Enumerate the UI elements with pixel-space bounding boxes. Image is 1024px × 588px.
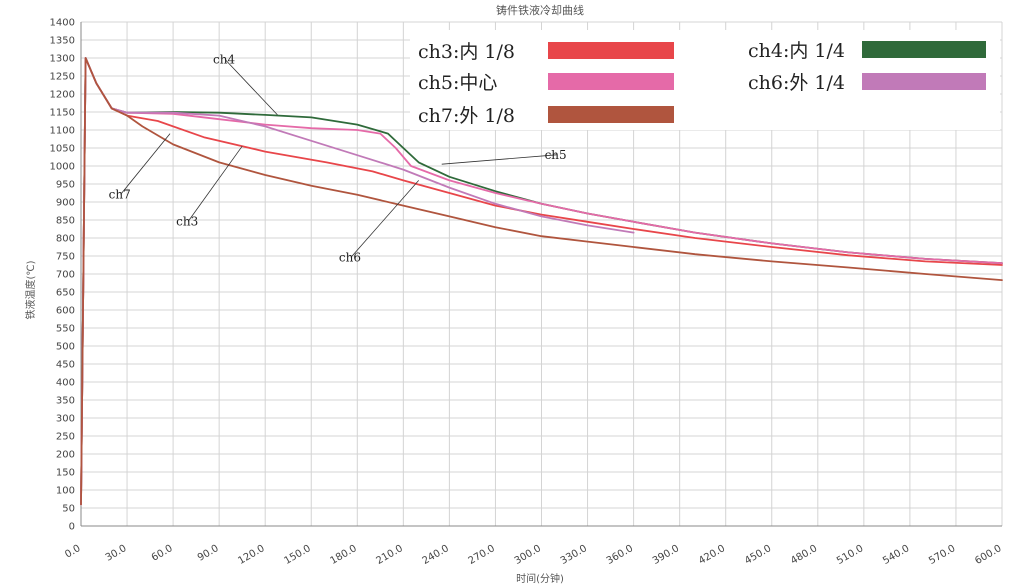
- chart-title: 铸件铁液冷却曲线: [496, 3, 584, 17]
- y-tick-label: 750: [56, 252, 75, 263]
- legend-label: ch7:外 1/8: [418, 105, 515, 127]
- legend-swatch: [862, 73, 986, 90]
- annotation-label: ch7: [109, 187, 131, 201]
- legend-label: ch3:内 1/8: [418, 41, 515, 63]
- y-tick-label: 850: [56, 216, 75, 227]
- y-tick-label: 600: [56, 306, 75, 317]
- legend-swatch: [548, 73, 674, 90]
- x-tick-label: 180.0: [328, 543, 358, 567]
- x-tick-label: 360.0: [605, 543, 635, 567]
- annotation-label: ch3: [176, 214, 198, 228]
- series-line-7: [80, 57, 1003, 506]
- x-tick-label: 390.0: [651, 543, 681, 567]
- y-tick-label: 1000: [50, 162, 75, 173]
- x-tick-label: 210.0: [375, 543, 405, 567]
- x-tick-label: 420.0: [697, 543, 727, 567]
- x-tick-label: 120.0: [236, 543, 266, 567]
- x-tick-label: 300.0: [513, 543, 543, 567]
- series-layer: [80, 57, 1003, 506]
- annotation-layer: ch4 ch5 ch7 ch3 ch6: [109, 52, 567, 264]
- grid-layer: [80, 21, 1003, 527]
- y-tick-label: 350: [56, 396, 75, 407]
- x-tick-label: 510.0: [835, 543, 865, 567]
- annotation-leader: [441, 154, 557, 165]
- x-tick-label: 450.0: [743, 543, 773, 567]
- legend-label: ch5:中心: [418, 72, 497, 94]
- y-tick-label: 500: [56, 342, 75, 353]
- legend-swatch: [862, 41, 986, 58]
- x-tick-label: 540.0: [881, 543, 911, 567]
- x-tick-label: 570.0: [927, 543, 957, 567]
- annotation-label: ch4: [213, 52, 235, 66]
- legend: ch3:内 1/8 ch5:中心 ch7:外 1/8 ch4:内 1/4 ch6:外 1…: [410, 30, 1000, 130]
- annotation-leader: [187, 145, 243, 222]
- x-tick-label: 60.0: [150, 543, 175, 564]
- x-tick-label: 330.0: [559, 543, 589, 567]
- y-tick-label: 650: [56, 288, 75, 299]
- annotation-leader: [350, 180, 420, 258]
- legend-swatch: [548, 42, 674, 59]
- x-tick-label: 90.0: [196, 543, 221, 564]
- x-tick-label: 30.0: [104, 543, 129, 564]
- y-tick-label: 1400: [50, 18, 75, 29]
- y-axis-title: 铁液温度(℃): [24, 260, 37, 319]
- x-tick-label: 0.0: [63, 543, 82, 560]
- y-tick-label: 1100: [50, 126, 75, 137]
- y-tick-label: 550: [56, 324, 75, 335]
- y-tick-label: 450: [56, 360, 75, 371]
- y-tick-label: 100: [56, 486, 75, 497]
- y-tick-label: 50: [62, 504, 75, 515]
- y-tick-label: 0: [69, 522, 75, 533]
- legend-label: ch4:内 1/4: [748, 40, 845, 62]
- y-tick-label: 1250: [50, 72, 75, 83]
- x-tick-label: 480.0: [789, 543, 819, 567]
- annotation-leader: [120, 133, 171, 195]
- annotation-label: ch5: [545, 148, 567, 162]
- y-tick-label: 700: [56, 270, 75, 281]
- y-tick-label: 1300: [50, 54, 75, 65]
- y-tick-label: 1200: [50, 90, 75, 101]
- y-tick-label: 1350: [50, 36, 75, 47]
- x-tick-label: 270.0: [467, 543, 497, 567]
- x-tick-label: 240.0: [421, 543, 451, 567]
- y-tick-label: 900: [56, 198, 75, 209]
- annotation-leader: [224, 59, 278, 116]
- legend-swatch: [548, 106, 674, 123]
- y-tick-label: 1050: [50, 144, 75, 155]
- y-tick-label: 800: [56, 234, 75, 245]
- legend-label: ch6:外 1/4: [748, 72, 845, 94]
- y-tick-label: 250: [56, 432, 75, 443]
- y-tick-label: 1150: [50, 108, 75, 119]
- y-tick-label: 300: [56, 414, 75, 425]
- x-axis-title: 时间(分钟): [516, 572, 564, 585]
- x-tick-label: 600.0: [973, 543, 1003, 567]
- y-tick-label: 400: [56, 378, 75, 389]
- y-tick-label: 150: [56, 468, 75, 479]
- x-tick-label: 150.0: [282, 543, 312, 567]
- annotation-label: ch6: [339, 250, 361, 264]
- y-tick-label: 950: [56, 180, 75, 191]
- y-tick-label: 200: [56, 450, 75, 461]
